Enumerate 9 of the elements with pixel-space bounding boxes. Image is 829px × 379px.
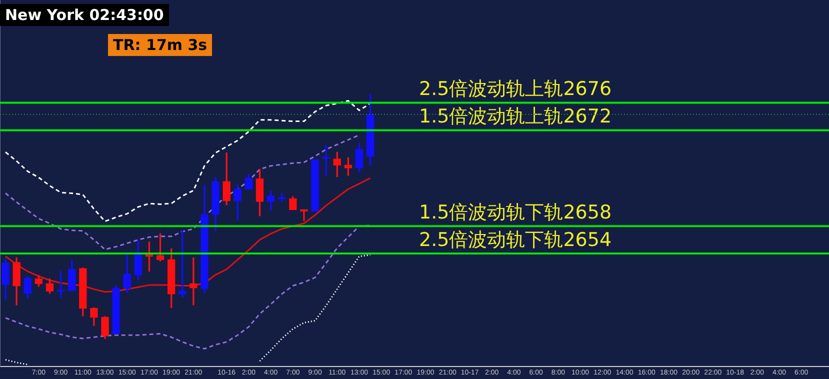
annotation: TR: 17m 3s bbox=[108, 34, 212, 56]
ref-line-label: 2.5倍波动轨下轨2654 bbox=[419, 228, 612, 251]
ref-line-label: 1.5倍波动轨下轨2658 bbox=[419, 202, 612, 224]
annotation: New York 02:43:00 bbox=[0, 4, 169, 26]
candlestick bbox=[300, 209, 308, 221]
candlestick bbox=[322, 144, 330, 176]
ref-line-label: 1.5倍波动轨上轨2672 bbox=[419, 106, 612, 128]
ref-line-label: 2.5倍波动轨上轨2676 bbox=[419, 78, 612, 100]
candlestick bbox=[190, 257, 198, 306]
